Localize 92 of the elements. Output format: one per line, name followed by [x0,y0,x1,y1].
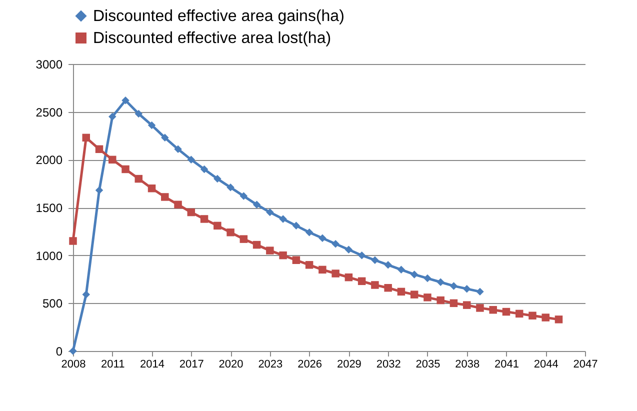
point [344,273,353,282]
point [174,145,182,154]
point [226,184,234,192]
point [554,316,563,324]
point [148,121,156,130]
point [134,110,143,118]
point [187,156,196,164]
point [122,165,130,174]
point [95,186,104,194]
point [515,310,524,318]
point [292,256,300,264]
point [397,266,406,274]
point [436,278,444,286]
point [108,112,116,120]
x-tick-label: 2041 [494,358,519,370]
x-tick-label: 2020 [218,358,244,370]
x-tick-label: 2032 [376,358,401,370]
y-tick-label: 500 [42,296,63,311]
x-tick-label: 2026 [298,358,322,370]
point [318,266,326,274]
point [161,134,169,142]
x-tick-label: 2047 [573,358,598,370]
point [424,294,432,302]
point [450,299,458,308]
x-tick-label: 2029 [336,358,362,370]
point [476,304,484,312]
x-tick-label: 2008 [61,358,86,370]
point [528,312,536,320]
point [292,222,300,230]
x-tick-label: 2017 [179,358,204,370]
point [358,277,366,286]
x-tick-label: 2023 [258,358,283,370]
point [226,228,234,236]
point [462,301,471,309]
x-tick-label: 2038 [455,358,480,370]
y-tick-label: 2000 [36,153,63,168]
y-tick-label: 3000 [36,58,63,72]
point [214,222,222,230]
point [266,208,274,216]
point [424,274,432,282]
point [462,284,471,293]
point [358,251,366,260]
x-tick-label: 2035 [416,358,440,370]
point [161,193,169,201]
point [489,306,497,314]
point [108,156,116,164]
legend-label: Discounted effective area gains(ha) [93,8,344,25]
y-tick-label: 1000 [36,248,63,263]
point [450,282,458,290]
point [279,251,287,260]
point [332,270,340,278]
point [410,270,418,278]
point [200,215,208,223]
point [397,288,406,296]
point [82,134,90,142]
point [384,284,392,292]
point [240,235,248,243]
point [200,165,208,174]
point [436,296,444,304]
point [82,290,90,298]
point [318,234,326,242]
point [252,240,261,249]
point [279,215,287,223]
point [371,281,379,289]
point [240,192,248,200]
point [305,228,314,236]
point [122,96,130,104]
point [502,308,510,316]
point [542,314,550,322]
point [174,200,182,209]
point [371,256,379,264]
point [266,246,274,254]
y-tick-label: 1500 [36,201,63,215]
y-tick-label: 2500 [36,105,63,120]
point [95,145,104,154]
point [187,208,196,216]
x-tick-label: 2014 [140,358,165,370]
point [252,200,261,209]
point [476,288,484,296]
point [148,184,156,192]
point [344,246,353,254]
y-tick-label: 0 [56,344,63,358]
point [332,240,340,248]
point [384,261,392,269]
point [214,174,222,183]
point [69,237,77,245]
point [305,261,314,269]
legend-label: Discounted effective area lost(ha) [93,30,332,47]
point [134,174,143,183]
point [410,290,418,298]
x-tick-label: 2044 [534,358,558,370]
x-tick-label: 2011 [101,358,125,370]
